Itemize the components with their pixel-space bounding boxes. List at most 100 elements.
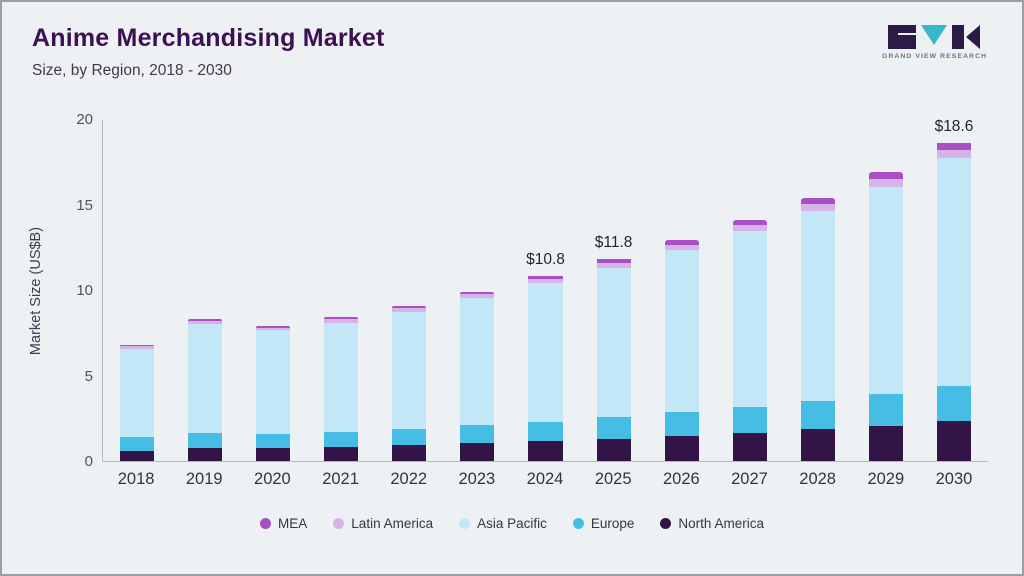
legend-dot-icon xyxy=(459,518,471,529)
bar-segment-europe xyxy=(392,428,427,445)
page-title: Anime Merchandising Market xyxy=(32,24,385,52)
bar-segment-asia-pacific xyxy=(528,283,563,422)
bar-segment-asia-pacific xyxy=(800,210,835,402)
x-axis-label-2023: 2023 xyxy=(458,470,496,488)
bar-segment-asia-pacific xyxy=(596,267,631,417)
plot-area: 0 5 10 15 20 $10.8 $11.8 $18.6 xyxy=(76,111,988,470)
stacked-bar-2027 xyxy=(732,219,767,461)
bar-segment-mea xyxy=(868,172,903,179)
legend-dot-icon xyxy=(260,518,272,529)
x-axis-labels: 2018 2019 2020 2021 2022 2023 2024 2025 2026 2027… xyxy=(102,470,988,489)
stacked-bar-2023 xyxy=(460,291,495,461)
stacked-bar-2018 xyxy=(120,344,155,461)
y-axis-title: Market Size (US$B) xyxy=(28,226,44,356)
bar-segment-latin-america xyxy=(664,244,699,250)
bar-segment-europe xyxy=(868,394,903,426)
legend-dot-icon xyxy=(572,518,584,529)
bar-segment-latin-america xyxy=(324,319,359,323)
bar-segment-mea xyxy=(120,344,155,347)
bar-slot-2025: $11.8 xyxy=(580,120,648,461)
stacked-bar-2025: $11.8 xyxy=(595,234,632,461)
total-data-label: $18.6 xyxy=(934,117,974,135)
bar-segment-asia-pacific xyxy=(664,249,699,413)
bar-segment-europe xyxy=(664,412,699,437)
bar-segment-latin-america xyxy=(528,278,563,284)
brand-text: GRAND VIEW RESEARCH xyxy=(882,53,988,60)
total-data-label: $10.8 xyxy=(526,251,565,269)
x-axis-label-2030: 2030 xyxy=(935,470,973,488)
bar-segment-mea xyxy=(460,291,495,295)
bar-segment-europe xyxy=(460,425,495,443)
legend-dot-icon xyxy=(660,518,672,529)
bar-segment-north-america xyxy=(256,448,291,461)
legend-item-europe: Europe xyxy=(572,516,635,531)
x-axis-label-2025: 2025 xyxy=(594,470,632,488)
stacked-bar-2020 xyxy=(256,325,291,461)
bar-segment-mea xyxy=(732,219,767,226)
bar-segment-north-america xyxy=(868,425,903,461)
stacked-bar-2026 xyxy=(664,240,699,461)
y-tick-label: 15 xyxy=(76,196,93,214)
x-axis-label-2028: 2028 xyxy=(799,470,836,488)
bar-segment-europe xyxy=(256,433,291,449)
x-axis-label-2019: 2019 xyxy=(185,470,223,488)
bar-segment-asia-pacific xyxy=(324,322,359,432)
chart-legend: MEA Latin America Asia Pacific Europe North … xyxy=(2,516,1022,531)
bar-segment-asia-pacific xyxy=(936,158,971,386)
y-tick-label: 20 xyxy=(76,111,93,128)
legend-label: Asia Pacific xyxy=(477,516,547,531)
bar-segment-north-america xyxy=(324,447,359,461)
bar-segment-latin-america xyxy=(188,320,223,325)
bar-slot-2020 xyxy=(239,120,307,461)
bar-segment-asia-pacific xyxy=(120,348,155,438)
bar-segment-asia-pacific xyxy=(460,297,495,425)
bar-segment-mea xyxy=(188,319,223,321)
legend-label: Europe xyxy=(590,516,635,531)
bar-slot-2023 xyxy=(443,120,511,461)
bar-slot-2030: $18.6 xyxy=(920,118,988,461)
stacked-bar-2030: $18.6 xyxy=(935,118,973,461)
bar-segment-latin-america xyxy=(596,262,631,268)
bar-segment-mea xyxy=(528,276,563,279)
bar-segment-north-america xyxy=(800,429,835,461)
x-axis-label-2018: 2018 xyxy=(117,470,155,488)
bar-segment-europe xyxy=(800,401,835,430)
y-tick-label: 5 xyxy=(84,367,93,385)
x-axis-label-2020: 2020 xyxy=(254,470,291,488)
bar-segment-mea xyxy=(256,325,291,328)
bar-segment-europe xyxy=(188,432,223,449)
bar-segment-latin-america xyxy=(256,327,291,331)
x-axis-label-2026: 2026 xyxy=(662,470,700,488)
bar-segment-north-america xyxy=(188,448,223,461)
stacked-bar-2022 xyxy=(392,305,427,461)
stacked-bar-2029 xyxy=(868,172,903,461)
bar-segment-latin-america xyxy=(800,203,835,211)
x-axis-label-2021: 2021 xyxy=(322,470,359,488)
legend-label: Latin America xyxy=(351,516,434,531)
legend-item-mea: MEA xyxy=(260,516,307,531)
stacked-bar-2019 xyxy=(188,319,223,461)
gvr-logo-icon xyxy=(888,25,980,49)
chart-header: Anime Merchandising Market Size, by Regi… xyxy=(32,24,385,80)
bar-slot-2026 xyxy=(648,120,716,461)
bar-slot-2029 xyxy=(852,120,920,461)
y-tick-label: 10 xyxy=(76,282,93,299)
total-data-label: $11.8 xyxy=(594,234,633,252)
bars-container: $10.8 $11.8 $18.6 xyxy=(103,118,988,461)
bar-segment-mea xyxy=(392,305,427,309)
bar-segment-north-america xyxy=(392,444,427,461)
legend-dot-icon xyxy=(333,518,345,529)
bar-segment-mea xyxy=(664,240,699,245)
bar-segment-europe xyxy=(324,431,359,448)
bar-segment-latin-america xyxy=(936,149,971,159)
bar-segment-latin-america xyxy=(120,346,155,349)
legend-label: MEA xyxy=(278,516,308,531)
bar-segment-mea xyxy=(596,259,631,263)
bar-slot-2024: $10.8 xyxy=(511,120,579,461)
bar-segment-north-america xyxy=(732,432,767,461)
bar-segment-latin-america xyxy=(732,225,767,232)
bar-segment-asia-pacific xyxy=(188,324,223,433)
bar-segment-latin-america xyxy=(868,178,903,187)
bar-segment-asia-pacific xyxy=(256,330,291,434)
